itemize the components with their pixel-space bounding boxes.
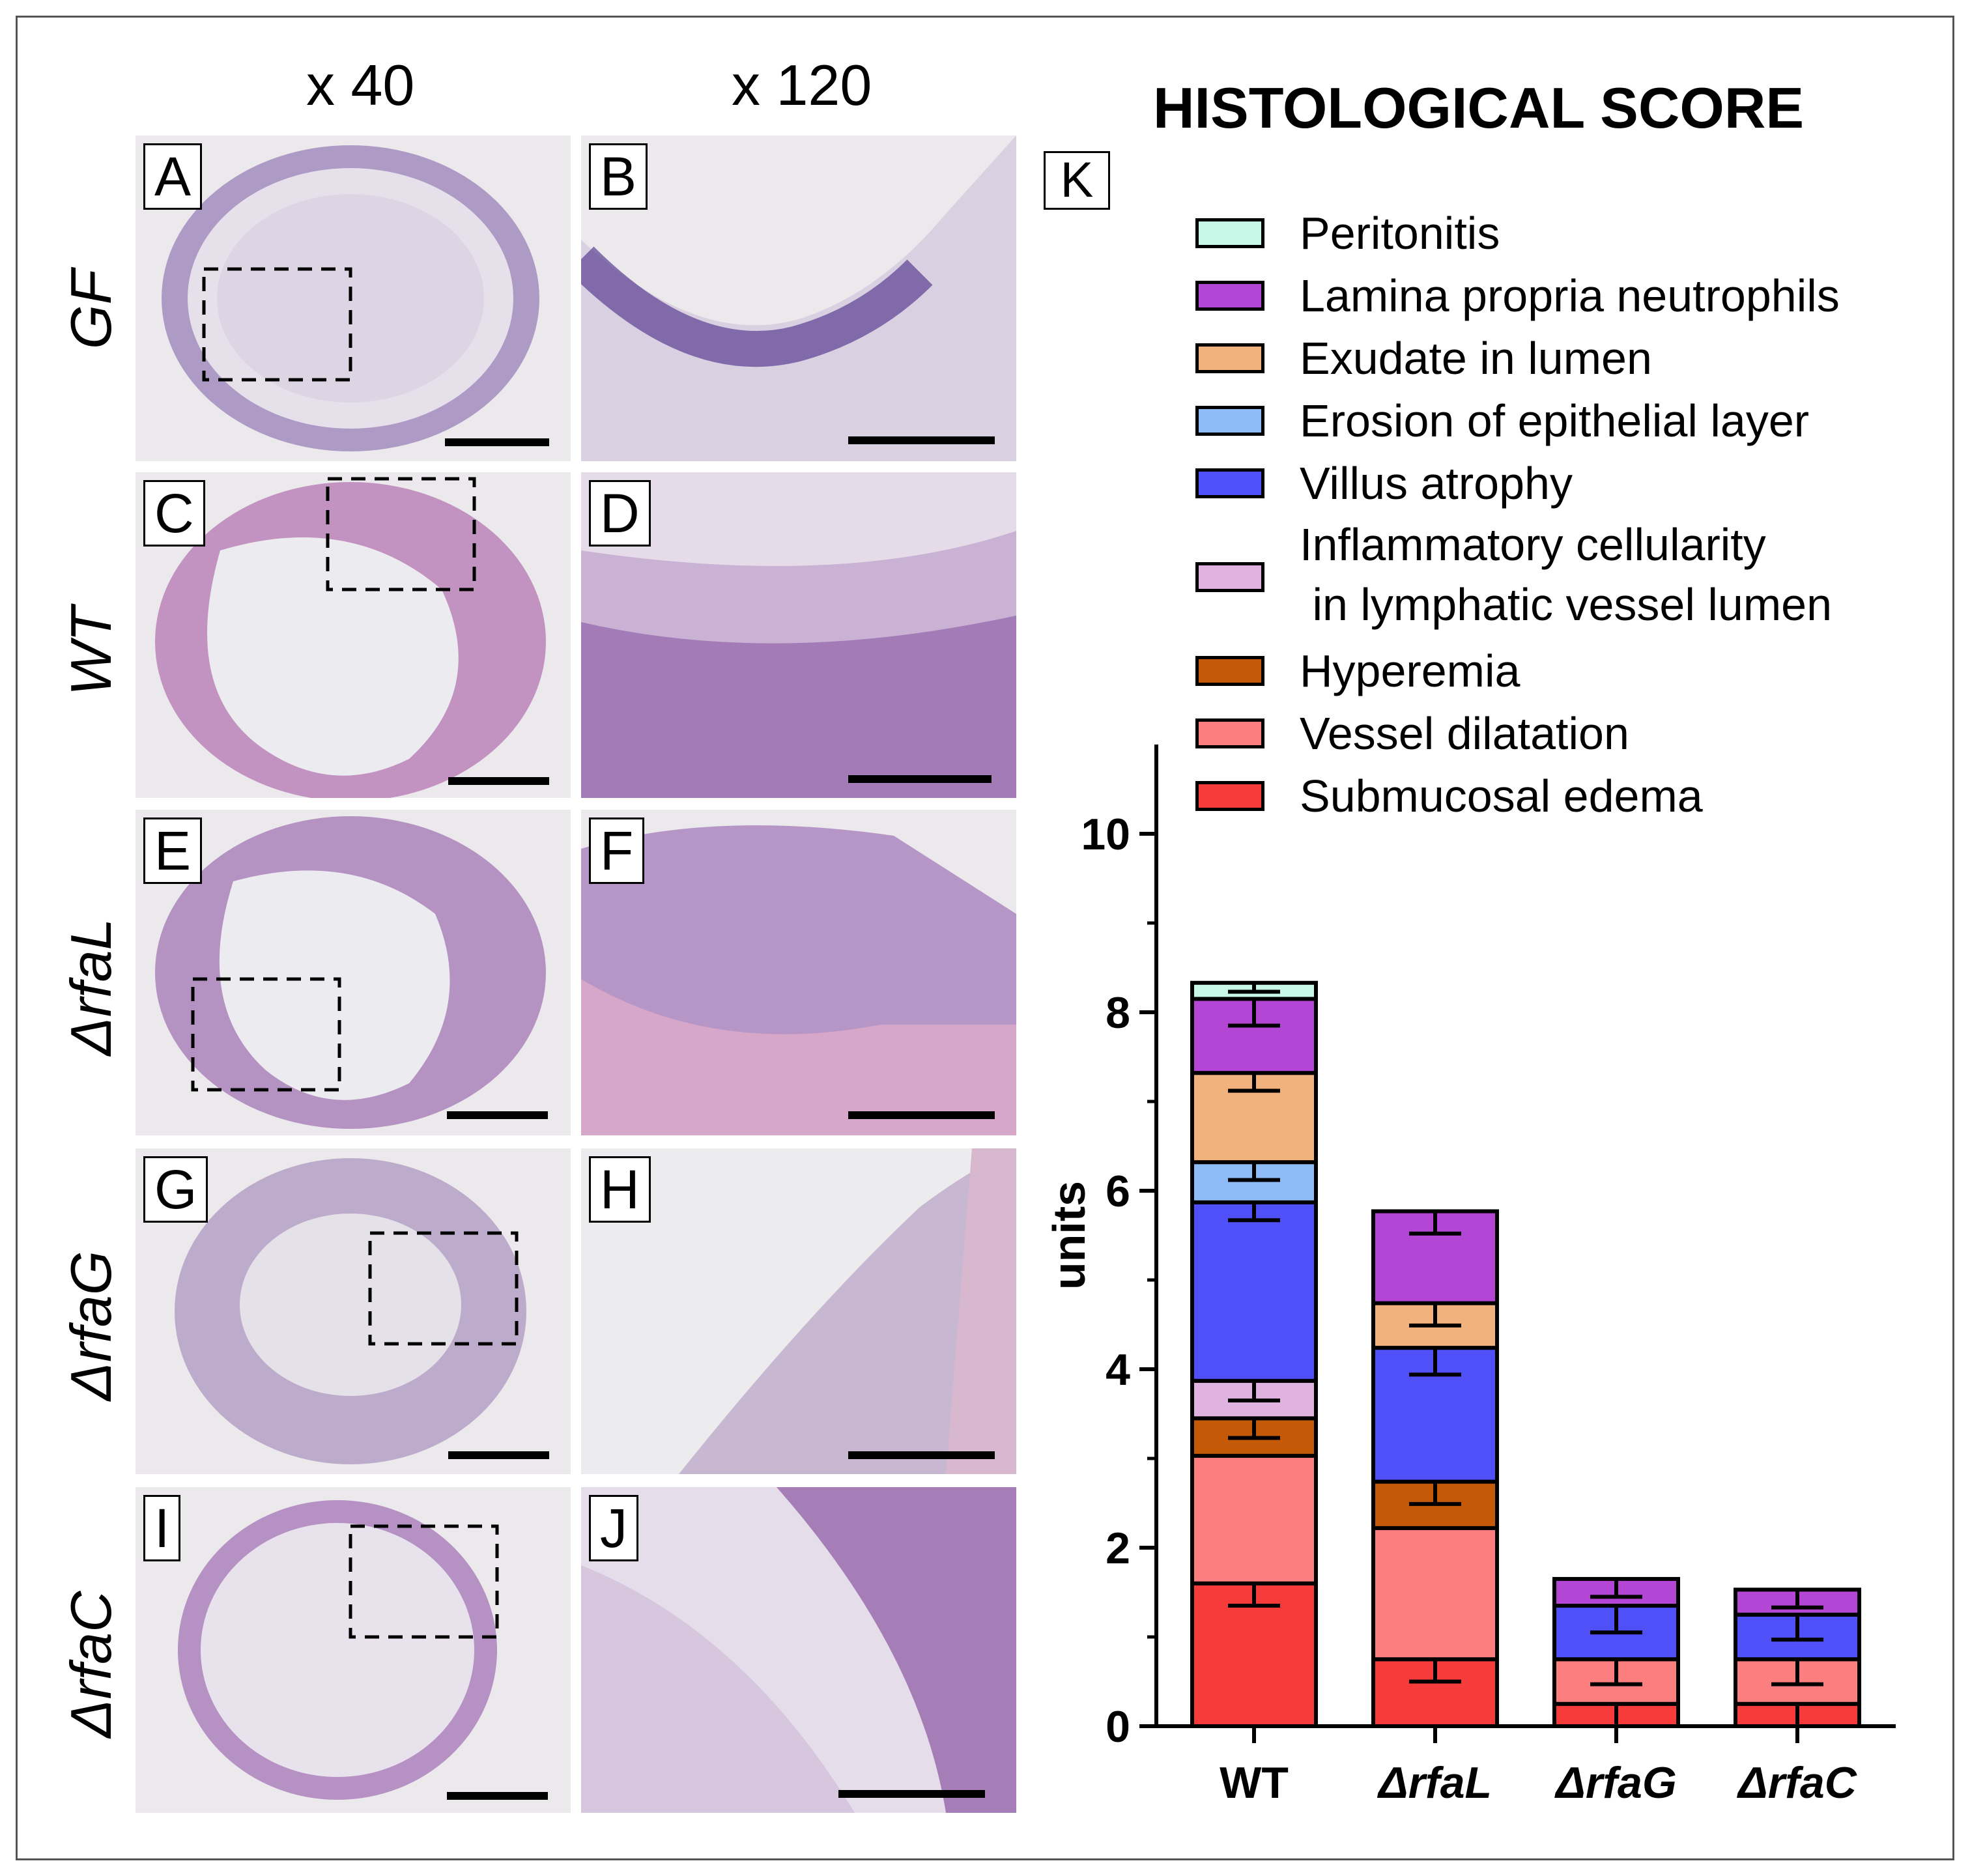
chart-title: HISTOLOGICAL SCORE — [1153, 76, 1805, 140]
panel-label-b: B — [589, 143, 648, 210]
figure-frame — [16, 16, 1954, 1860]
panel-label-k: K — [1044, 151, 1110, 210]
tissue-section-drawing — [581, 1148, 1016, 1474]
panel-label-f: F — [589, 817, 645, 884]
panel-label-a: A — [143, 143, 203, 210]
micrograph-panel-d: D — [581, 472, 1016, 798]
tissue-section-drawing — [175, 1158, 526, 1464]
y-tick-label: 4 — [1106, 1345, 1130, 1395]
scale-bar — [448, 777, 549, 785]
y-tick-label: 8 — [1106, 988, 1130, 1038]
legend-label: Exudate in lumen — [1300, 333, 1652, 384]
legend-label: Erosion of epithelial layer — [1300, 395, 1810, 446]
scale-bar — [447, 1792, 548, 1800]
scale-bar — [848, 1451, 995, 1459]
legend-label: Lamina propria neutrophils — [1300, 270, 1840, 321]
micrograph-panel-g: G — [136, 1148, 571, 1474]
legend-swatch — [1195, 343, 1264, 373]
scale-bar — [848, 775, 992, 783]
micrograph-panel-h: H — [581, 1148, 1016, 1474]
legend-label: Inflammatory cellularity in lymphatic ve… — [1300, 519, 1832, 630]
legend-swatch — [1195, 218, 1264, 248]
column-header-x120: x 120 — [732, 53, 872, 117]
y-tick-label: 10 — [1081, 810, 1130, 859]
tissue-section-drawing — [155, 816, 546, 1129]
panel-label-i: I — [143, 1495, 181, 1561]
panel-label-e: E — [143, 817, 203, 884]
legend-swatch — [1195, 781, 1264, 811]
legend-swatch — [1195, 406, 1264, 436]
scale-bar — [838, 1790, 985, 1798]
micrograph-panel-c: C — [136, 472, 571, 798]
bar-segment-villus-atrophy-wt — [1190, 1200, 1318, 1383]
legend-label: Hyperemia — [1300, 646, 1520, 696]
micrograph-panel-j: J — [581, 1487, 1016, 1813]
column-header-x40: x 40 — [306, 53, 415, 117]
micrograph-panel-a: A — [136, 135, 571, 461]
panel-label-c: C — [143, 480, 205, 547]
legend-label: Peritonitis — [1300, 208, 1500, 259]
bar-segment-vessel-dilatation-rfal — [1371, 1526, 1499, 1662]
x-tick-label-rfal: ΔrfaL — [1377, 1758, 1492, 1808]
micrograph-panel-e: E — [136, 810, 571, 1135]
legend-label: Vessel dilatation — [1300, 708, 1629, 759]
tissue-section-drawing — [581, 472, 1016, 798]
y-axis-label: units — [1044, 1181, 1094, 1290]
tissue-section-drawing — [581, 135, 1016, 461]
panel-label-j: J — [589, 1495, 638, 1561]
panel-label-h: H — [589, 1156, 651, 1223]
scale-bar — [848, 1111, 995, 1119]
y-tick-label: 6 — [1106, 1167, 1130, 1216]
bar-segment-vessel-dilatation-wt — [1190, 1453, 1318, 1585]
scale-bar — [448, 1451, 549, 1459]
y-tick-label: 2 — [1106, 1524, 1130, 1573]
panel-label-d: D — [589, 480, 651, 547]
legend-label: Villus atrophy — [1300, 458, 1573, 509]
legend-swatch — [1195, 281, 1264, 311]
chart-legend: Peritonitis Lamina propria neutrophils Exu… — [1195, 202, 1945, 827]
scale-bar — [447, 1111, 548, 1119]
legend-swatch — [1195, 718, 1264, 748]
x-tick-label-wt: WT — [1220, 1758, 1289, 1808]
micrograph-panel-f: F — [581, 810, 1016, 1135]
x-tick-label-rfac: ΔrfaC — [1736, 1758, 1857, 1808]
legend-swatch — [1195, 562, 1264, 592]
micrograph-panel-i: I — [136, 1487, 571, 1813]
legend-label: Submucosal edema — [1300, 771, 1703, 821]
x-tick-label-rfag: ΔrfaG — [1554, 1758, 1676, 1808]
y-tick-label: 0 — [1106, 1702, 1130, 1752]
tissue-section-drawing — [155, 477, 546, 798]
tissue-section-drawing — [581, 1487, 1016, 1813]
legend-swatch — [1195, 656, 1264, 686]
scale-bar — [848, 436, 995, 444]
micrograph-panel-b: B — [581, 135, 1016, 461]
tissue-section-drawing — [178, 1500, 499, 1800]
tissue-section-drawing — [581, 825, 1016, 1135]
panel-label-g: G — [143, 1156, 208, 1223]
tissue-section-drawing — [162, 145, 539, 451]
scale-bar — [445, 438, 549, 446]
legend-swatch — [1195, 468, 1264, 498]
